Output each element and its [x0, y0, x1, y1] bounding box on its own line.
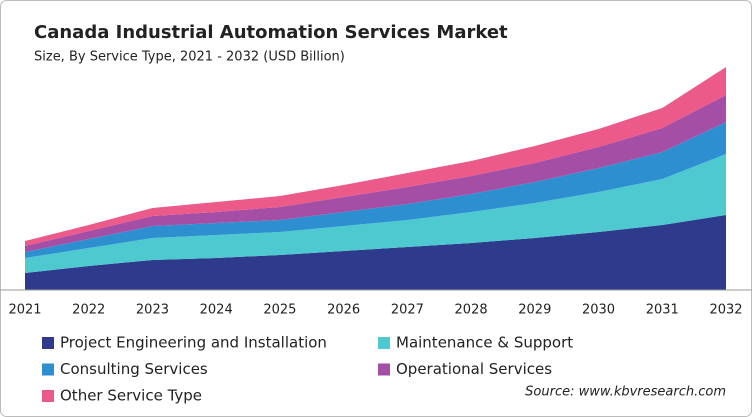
x-tick-label: 2023	[136, 303, 169, 318]
area	[25, 95, 726, 252]
area	[25, 154, 726, 273]
x-tick-label: 2027	[391, 303, 424, 318]
x-tick-label: 2021	[8, 303, 41, 318]
x-tick-label: 2030	[582, 303, 615, 318]
area	[25, 215, 726, 290]
legend-label: Operational Services	[396, 360, 552, 378]
x-tick-label: 2024	[200, 303, 233, 318]
legend-swatch	[378, 363, 390, 376]
legend-label: Project Engineering and Installation	[60, 334, 327, 352]
x-tick-label: 2031	[646, 303, 679, 318]
x-tick-label: 2022	[72, 303, 105, 318]
legend-swatch	[42, 363, 54, 376]
x-tick-label: 2029	[518, 303, 551, 318]
x-tick-label: 2032	[709, 303, 742, 318]
legend-label: Maintenance & Support	[396, 334, 573, 352]
plot	[25, 67, 726, 290]
legend-swatch	[378, 337, 390, 349]
area	[25, 122, 726, 258]
legend-label: Consulting Services	[60, 360, 208, 378]
legend-swatch	[42, 390, 54, 402]
legend-label: Other Service Type	[60, 387, 202, 405]
chart-subtitle: Size, By Service Type, 2021 - 2032 (USD …	[34, 50, 345, 65]
x-tick-label: 2025	[263, 303, 296, 318]
x-tick-label: 2026	[327, 303, 360, 318]
area	[25, 67, 726, 246]
legend-swatch	[42, 337, 54, 349]
x-tick-label: 2028	[455, 303, 488, 318]
source: Source: www.kbvresearch.com	[525, 385, 726, 400]
chart-title: Canada Industrial Automation Services Ma…	[34, 22, 508, 43]
